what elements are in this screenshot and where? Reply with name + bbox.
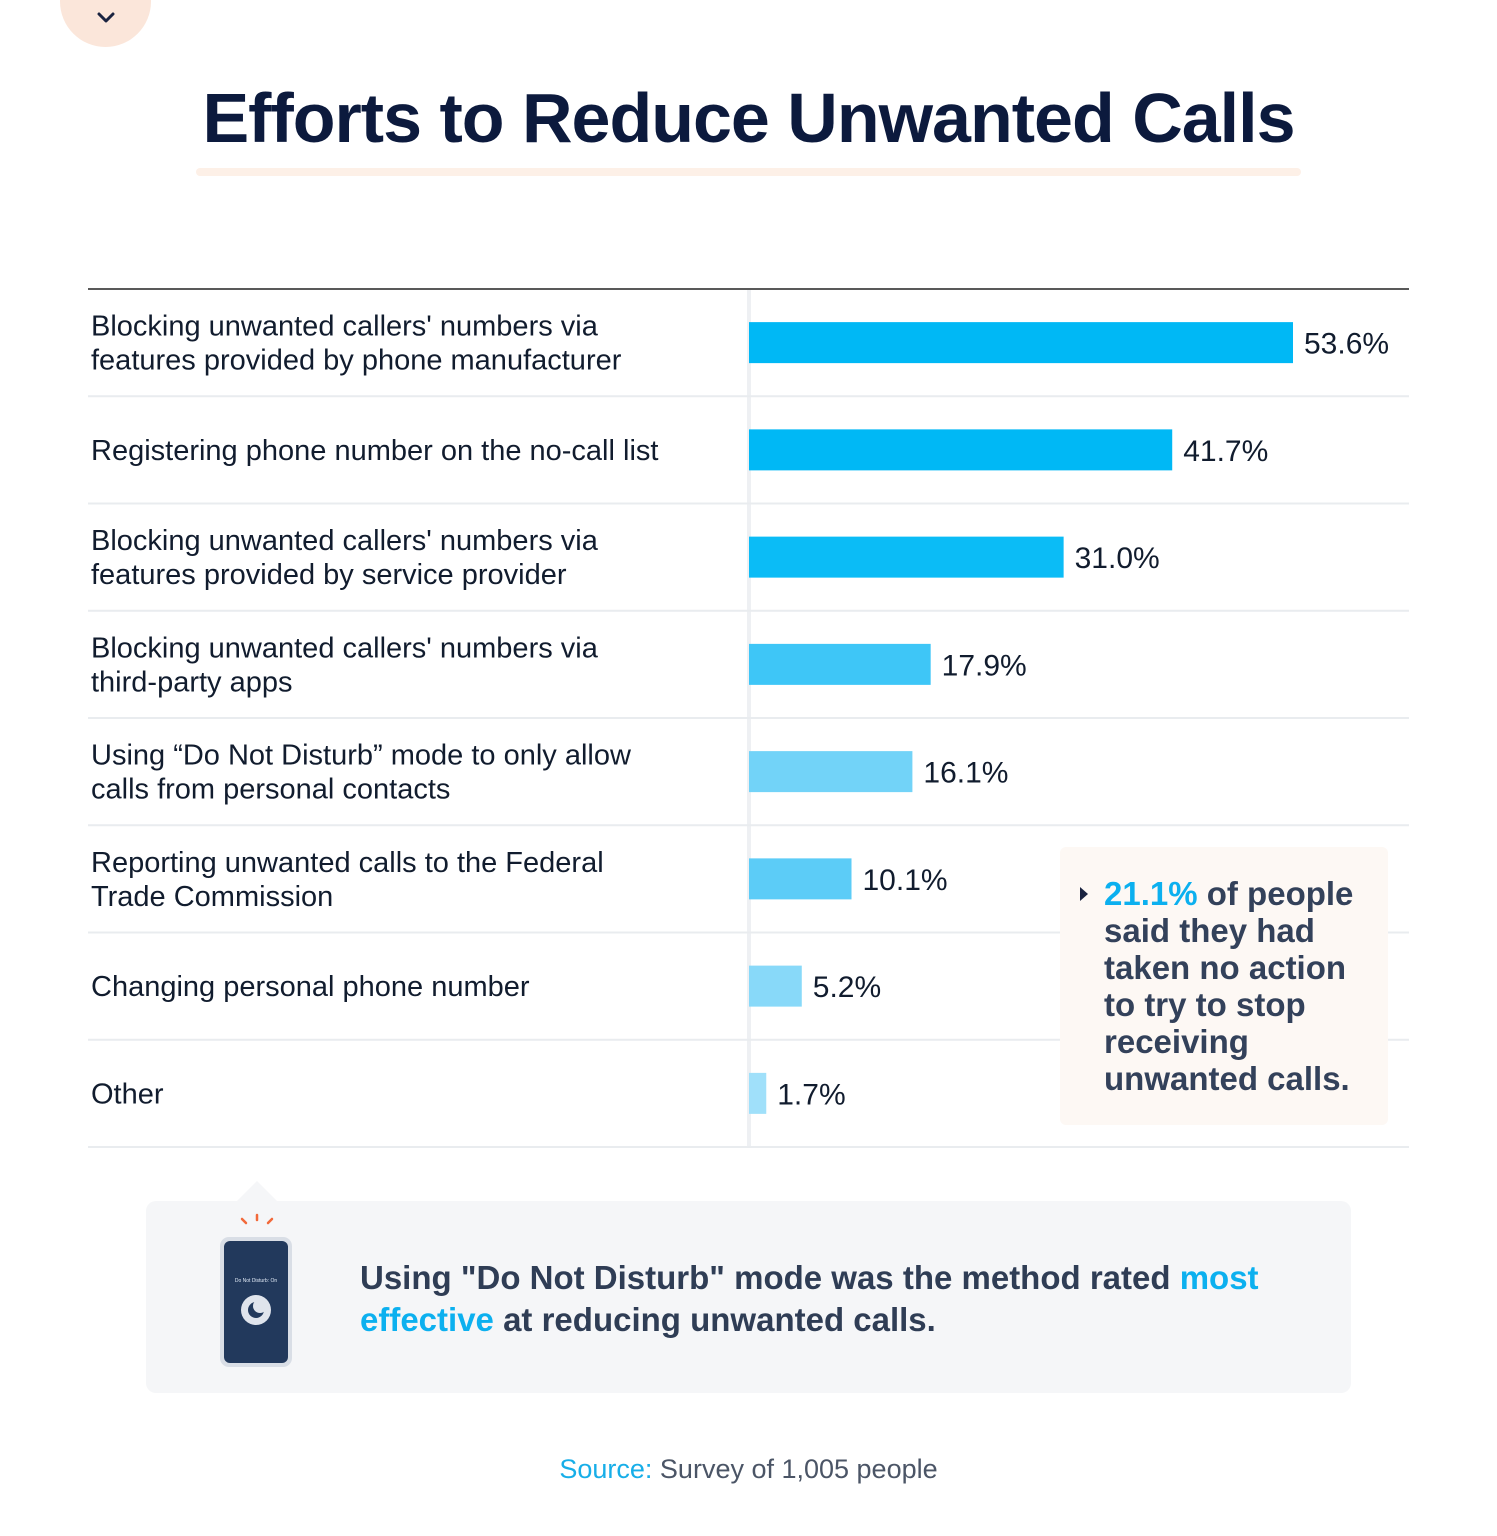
phone-screen-text: Do Not Disturb: On: [235, 1278, 277, 1284]
category-label: Blocking unwanted callers' numbers via fe…: [91, 311, 622, 377]
value-label: 17.9%: [942, 649, 1027, 682]
category-label-line: Using “Do Not Disturb” mode to only allo…: [91, 740, 632, 772]
value-label: 31.0%: [1075, 542, 1160, 575]
source-label: Source:: [559, 1454, 653, 1484]
bar: [749, 858, 852, 900]
value-label: 10.1%: [863, 864, 948, 897]
chart-row: Blocking unwanted callers' numbers via th…: [88, 632, 1409, 719]
bar: [749, 751, 913, 793]
callout-box: 21.1% of people said they had taken no a…: [1060, 847, 1388, 1125]
value-label: 16.1%: [923, 757, 1008, 790]
source-text: Survey of 1,005 people: [652, 1454, 938, 1484]
category-label: Registering phone number on the no-call …: [91, 435, 658, 467]
value-label: 53.6%: [1304, 328, 1389, 361]
category-label-line: calls from personal contacts: [91, 774, 450, 806]
category-label-line: Changing personal phone number: [91, 971, 530, 1003]
bar: [749, 643, 931, 685]
category-label: Other: [91, 1078, 164, 1110]
callout-highlight: 21.1%: [1104, 875, 1198, 912]
category-label-line: Other: [91, 1078, 164, 1110]
note-text-before: Using "Do Not Disturb" mode was the meth…: [360, 1259, 1180, 1296]
category-label: Changing personal phone number: [91, 971, 530, 1003]
note-highlight: most effective: [360, 1259, 1259, 1338]
callout-text: 21.1% of people said they had taken no a…: [1104, 875, 1374, 1097]
category-label-line: Trade Commission: [91, 881, 333, 913]
category-label-line: features provided by phone manufacturer: [91, 345, 622, 377]
chart-row: Registering phone number on the no-call …: [88, 429, 1409, 505]
category-label: Blocking unwanted callers' numbers via fe…: [91, 525, 599, 591]
bar: [749, 1072, 767, 1114]
phone-icon: Do Not Disturb: On: [220, 1213, 292, 1367]
category-label-line: Blocking unwanted callers' numbers via: [91, 632, 599, 664]
caret-right-icon: [1080, 887, 1088, 901]
moon-icon: [241, 1295, 271, 1325]
category-label-line: Reporting unwanted calls to the Federal: [91, 847, 604, 879]
value-label: 5.2%: [813, 971, 881, 1004]
category-label-line: third-party apps: [91, 666, 293, 698]
chart-row: Using “Do Not Disturb” mode to only allo…: [88, 740, 1409, 827]
chart-row: Blocking unwanted callers' numbers via fe…: [88, 311, 1409, 398]
chart-row: Reporting unwanted calls to the Federal T…: [88, 847, 1409, 934]
chart-row: Blocking unwanted callers' numbers via fe…: [88, 525, 1409, 612]
bar-chart: Blocking unwanted callers' numbers via fe…: [88, 288, 1409, 1148]
chevron-down-icon: [97, 12, 115, 23]
chart-row: Other 1.7%: [88, 1072, 1409, 1148]
note-pointer: [237, 1181, 277, 1201]
category-label: Blocking unwanted callers' numbers via th…: [91, 632, 599, 698]
bar: [749, 965, 802, 1007]
category-label-line: features provided by service provider: [91, 559, 567, 591]
category-label: Reporting unwanted calls to the Federal T…: [91, 847, 604, 913]
category-label-line: Blocking unwanted callers' numbers via: [91, 311, 599, 343]
chart-title: Efforts to Reduce Unwanted Calls: [202, 79, 1295, 157]
title-underline: [196, 168, 1301, 176]
source-line: Source: Survey of 1,005 people: [0, 1454, 1497, 1485]
category-label-line: Blocking unwanted callers' numbers via: [91, 525, 599, 557]
value-label: 41.7%: [1183, 435, 1268, 468]
bar: [749, 536, 1064, 578]
category-label-line: Registering phone number on the no-call …: [91, 435, 658, 467]
note-text-after: at reducing unwanted calls.: [493, 1301, 936, 1338]
bar: [749, 322, 1293, 364]
insight-note: Do Not Disturb: On Using "Do Not Disturb…: [146, 1201, 1351, 1393]
bar: [749, 429, 1173, 471]
category-label: Using “Do Not Disturb” mode to only allo…: [91, 740, 632, 806]
callout-body: of people said they had taken no action …: [1104, 875, 1354, 1097]
note-text: Using "Do Not Disturb" mode was the meth…: [360, 1257, 1310, 1341]
value-label: 1.7%: [777, 1078, 845, 1111]
chart-row: Changing personal phone number 5.2%: [88, 965, 1409, 1041]
